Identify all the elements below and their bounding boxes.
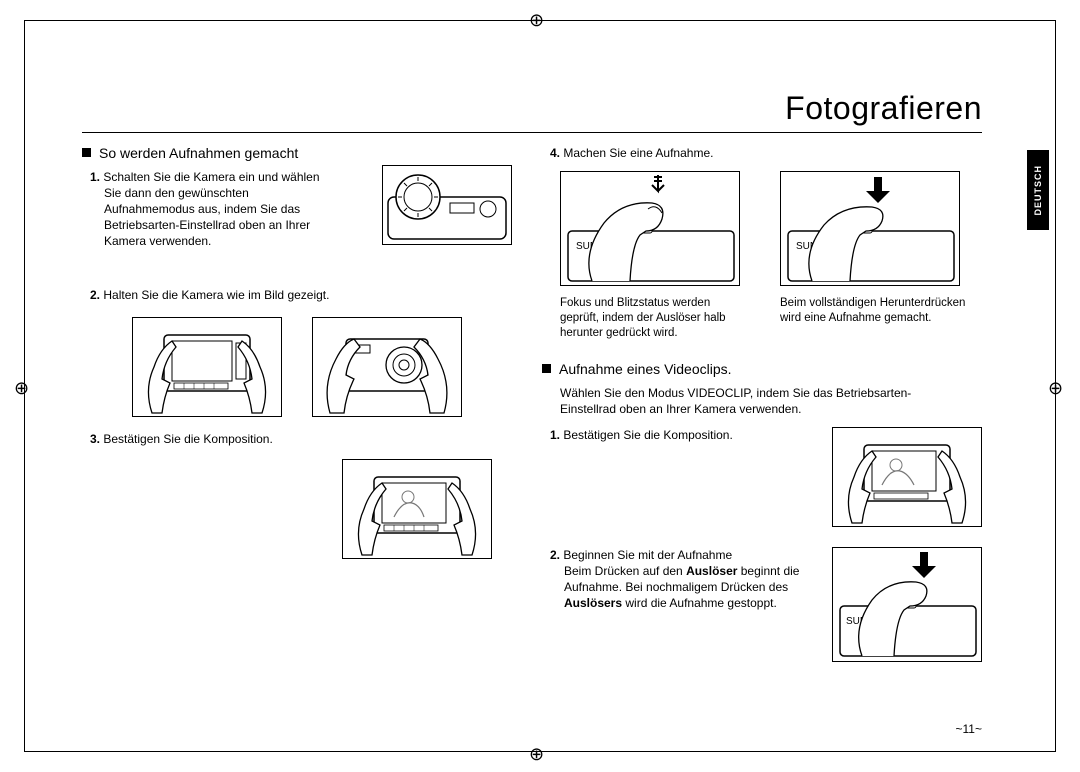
figure-video-composition: [832, 427, 982, 527]
caption-half-press: Fokus und Blitzstatus werden geprüft, in…: [560, 296, 750, 341]
step-a3: 3. Bestätigen Sie die Komposition.: [82, 431, 512, 447]
step-number: 2.: [550, 548, 560, 562]
title-rule: [82, 132, 982, 133]
figure-camera-top-dial: [382, 165, 512, 245]
page-number: ~11~: [956, 722, 982, 736]
step-bold: Auslöser: [686, 564, 737, 578]
step-text: Bestätigen Sie die Komposition.: [563, 428, 732, 442]
figure-full-press: SUNG: [780, 171, 960, 286]
caption-full-press: Beim vollständigen Herunterdrücken wird …: [780, 296, 970, 326]
column-right: 4. Machen Sie eine Aufnahme. SUNG: [542, 145, 982, 677]
content-area: Fotografieren DEUTSCH So werden Aufnahme…: [82, 90, 982, 730]
step-b2: 2. Beginnen Sie mit der Aufnahme Beim Dr…: [542, 547, 802, 611]
step-number: 3.: [90, 432, 100, 446]
column-left: So werden Aufnahmen gemacht 1. Schalten …: [82, 145, 512, 559]
crop-target-icon: ⊕: [14, 378, 29, 399]
section-a-heading: So werden Aufnahmen gemacht: [82, 145, 512, 161]
step-b1: 1. Bestätigen Sie die Komposition.: [542, 427, 782, 443]
section-b-heading: Aufnahme eines Videoclips.: [542, 361, 982, 377]
section-b-heading-text: Aufnahme eines Videoclips.: [559, 361, 732, 377]
figure-hold-front: [312, 317, 462, 417]
step-text: Schalten Sie die Kamera ein und wählen S…: [103, 170, 319, 248]
step-text: Halten Sie die Kamera wie im Bild gezeig…: [103, 288, 329, 302]
step-a4: 4. Machen Sie eine Aufnahme.: [542, 145, 982, 161]
step-number: 1.: [90, 170, 100, 184]
crop-target-icon: ⊕: [529, 10, 544, 31]
language-tab: DEUTSCH: [1027, 150, 1049, 230]
step-a1: 1. Schalten Sie die Kamera ein und wähle…: [82, 169, 322, 249]
step-number: 4.: [550, 146, 560, 160]
step-number: 2.: [90, 288, 100, 302]
step-text: Beginnen Sie mit der Aufnahme: [563, 548, 732, 562]
figure-half-press: SUNG: [560, 171, 740, 286]
figure-composition: [342, 459, 492, 559]
section-b-intro: Wählen Sie den Modus VIDEOCLIP, indem Si…: [542, 385, 962, 417]
step-text: Beim Drücken auf den: [564, 564, 686, 578]
step-text: wird die Aufnahme gestoppt.: [622, 596, 777, 610]
language-label: DEUTSCH: [1033, 165, 1043, 216]
step-number: 1.: [550, 428, 560, 442]
step-text: Bestätigen Sie die Komposition.: [103, 432, 272, 446]
step-text: Machen Sie eine Aufnahme.: [563, 146, 713, 160]
page-title: Fotografieren: [785, 90, 982, 127]
figure-hold-back: [132, 317, 282, 417]
crop-target-icon: ⊕: [529, 744, 544, 765]
section-a-heading-text: So werden Aufnahmen gemacht: [99, 145, 298, 161]
crop-target-icon: ⊕: [1048, 378, 1063, 399]
figure-video-press: SUNG: [832, 547, 982, 662]
bullet-icon: [82, 148, 91, 157]
step-bold: Auslösers: [564, 596, 622, 610]
bullet-icon: [542, 364, 551, 373]
step-a2: 2. Halten Sie die Kamera wie im Bild gez…: [82, 287, 512, 303]
